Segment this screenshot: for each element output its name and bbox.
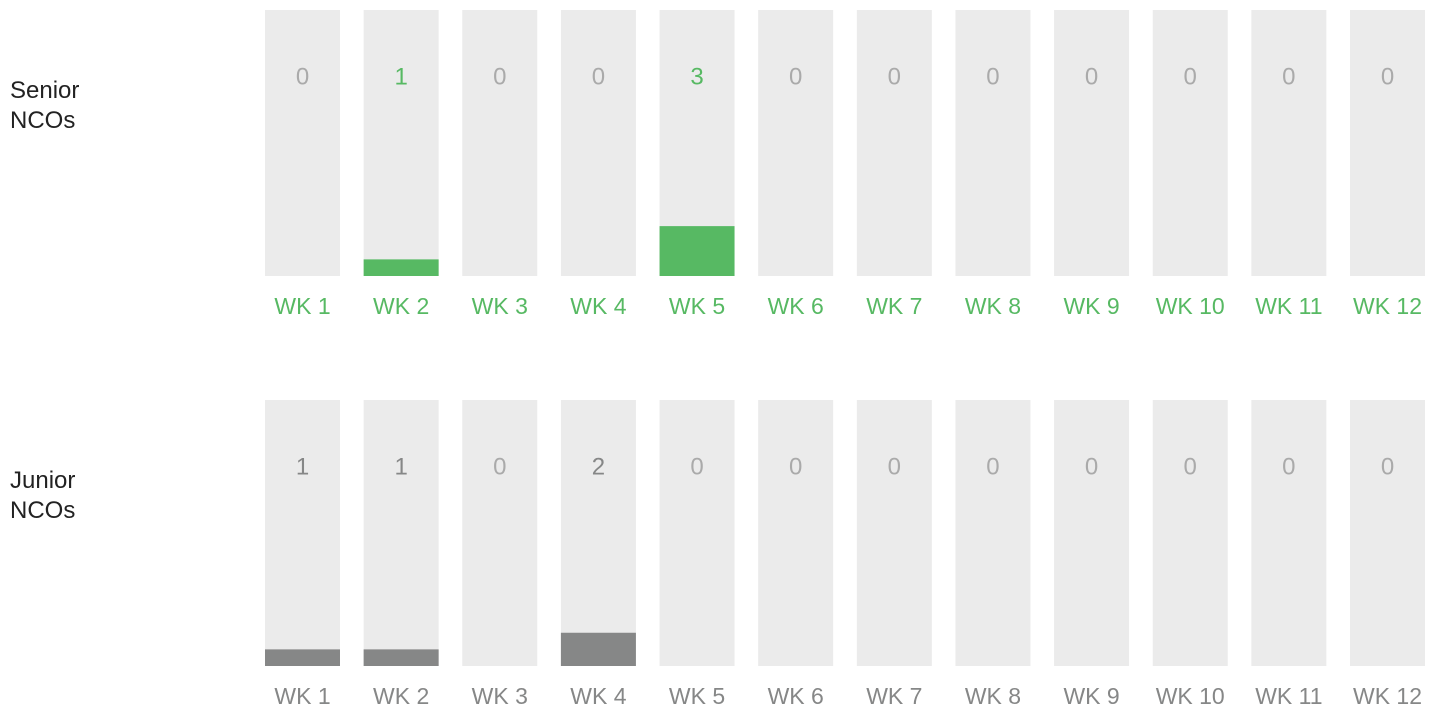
value-label: 0 (296, 63, 309, 90)
column-background (363, 10, 439, 276)
x-tick-label: WK 2 (373, 293, 429, 319)
value-label: 0 (1381, 453, 1394, 480)
x-tick-label: WK 11 (1255, 293, 1322, 319)
value-label: 1 (394, 453, 407, 480)
bar (659, 226, 735, 276)
value-label: 0 (493, 63, 506, 90)
x-tick-label: WK 7 (866, 683, 922, 709)
x-tick-label: WK 11 (1255, 683, 1322, 709)
value-label: 0 (789, 63, 802, 90)
x-tick-label: WK 7 (866, 293, 922, 319)
column-background (560, 400, 636, 666)
x-tick-label: WK 9 (1063, 683, 1119, 709)
column-background (462, 400, 538, 666)
value-label: 0 (986, 453, 999, 480)
x-tick-label: WK 8 (965, 293, 1021, 319)
column-background (1350, 400, 1425, 666)
x-tick-label: WK 1 (274, 683, 330, 709)
value-label: 1 (394, 63, 407, 90)
row-title: Senior NCOs (10, 77, 80, 134)
column-background (462, 10, 538, 276)
value-label: 0 (888, 453, 901, 480)
value-label: 0 (592, 63, 605, 90)
column-background (758, 400, 834, 666)
bar (363, 649, 439, 666)
x-tick-label: WK 8 (965, 683, 1021, 709)
x-tick-label: WK 1 (274, 293, 330, 319)
bar (265, 649, 340, 666)
column-background (1054, 10, 1130, 276)
value-label: 0 (1381, 63, 1394, 90)
x-tick-label: WK 3 (472, 683, 528, 709)
value-label: 3 (690, 63, 703, 90)
value-label: 0 (493, 453, 506, 480)
value-label: 0 (1085, 453, 1098, 480)
column-background (1251, 400, 1327, 666)
value-label: 0 (1282, 63, 1295, 90)
value-label: 0 (1184, 453, 1197, 480)
x-tick-label: WK 10 (1156, 293, 1225, 319)
x-tick-label: WK 10 (1156, 683, 1225, 709)
column-background (1152, 10, 1228, 276)
column-background (363, 400, 439, 666)
x-tick-label: WK 6 (768, 683, 824, 709)
column-background (1054, 400, 1130, 666)
x-tick-label: WK 3 (472, 293, 528, 319)
column-background (659, 400, 735, 666)
x-tick-label: WK 5 (669, 293, 725, 319)
column-background (955, 400, 1031, 666)
row-title: Junior NCOs (10, 467, 76, 524)
x-tick-label: WK 12 (1353, 293, 1422, 319)
value-label: 0 (690, 453, 703, 480)
column-background (1152, 400, 1228, 666)
value-label: 0 (986, 63, 999, 90)
column-background (265, 10, 340, 276)
bar (363, 259, 439, 276)
value-label: 0 (1184, 63, 1197, 90)
value-label: 2 (592, 453, 605, 480)
x-tick-label: WK 6 (768, 293, 824, 319)
x-tick-label: WK 4 (570, 293, 626, 319)
column-background (758, 10, 834, 276)
x-tick-label: WK 9 (1063, 293, 1119, 319)
value-label: 1 (296, 453, 309, 480)
column-background (856, 400, 932, 666)
x-tick-label: WK 5 (669, 683, 725, 709)
x-tick-label: WK 2 (373, 683, 429, 709)
column-background (1350, 10, 1425, 276)
bar (560, 632, 636, 666)
column-background (1251, 10, 1327, 276)
value-label: 0 (1085, 63, 1098, 90)
value-label: 0 (888, 63, 901, 90)
column-background (955, 10, 1031, 276)
x-tick-label: WK 4 (570, 683, 626, 709)
column-background (560, 10, 636, 276)
column-background (856, 10, 932, 276)
column-background (265, 400, 340, 666)
x-tick-label: WK 12 (1353, 683, 1422, 709)
value-label: 0 (1282, 453, 1295, 480)
value-label: 0 (789, 453, 802, 480)
